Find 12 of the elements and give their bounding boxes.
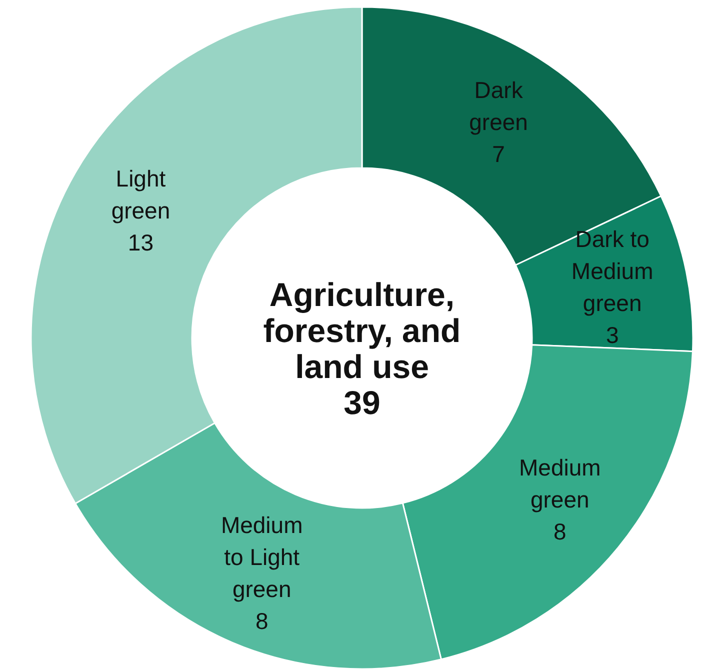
text: 39 (344, 384, 380, 420)
slice-label: Light green (111, 165, 170, 224)
data-label: 3 (606, 322, 619, 348)
text: Agriculture, forestry, and land use (263, 276, 461, 384)
slice-label: Dark to Medium green (571, 226, 654, 316)
data-label: 13 (128, 229, 154, 256)
data-label: 7 (492, 141, 505, 168)
slice-label: Medium to Light green (220, 512, 303, 602)
slice-label: Medium green (519, 454, 601, 513)
slice-label: Dark green (469, 77, 528, 136)
data-label: 8 (554, 518, 566, 545)
data-label: 8 (255, 608, 268, 634)
